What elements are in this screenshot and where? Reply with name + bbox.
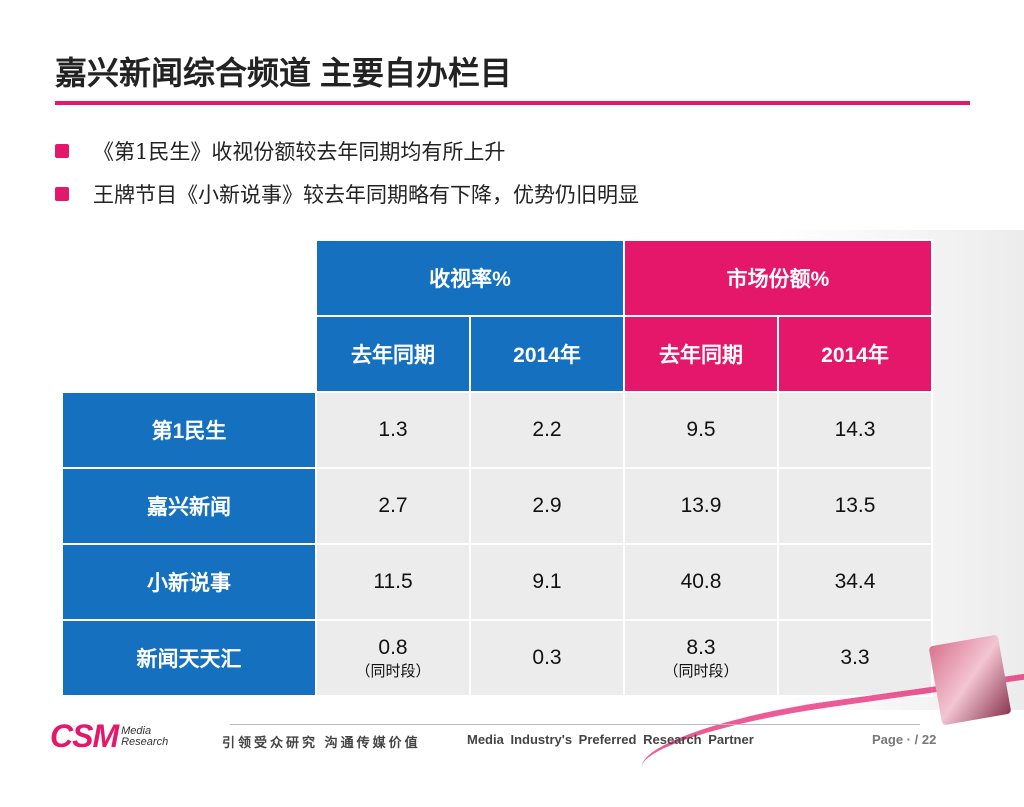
cell: 13.9 <box>623 467 779 545</box>
cell: 14.3 <box>777 391 933 469</box>
logo-sub1: Media <box>121 724 152 737</box>
cell: 2.9 <box>469 467 625 545</box>
row-label: 新闻天天汇 <box>61 619 317 697</box>
logo-text: CSM <box>50 718 119 754</box>
cell-value: 0.8 <box>378 635 408 659</box>
csm-logo: CSM Media Research <box>50 718 168 755</box>
footer-divider <box>230 724 920 725</box>
cell-note: （同时段） <box>663 662 739 680</box>
cell: 0.3 <box>469 619 625 697</box>
table-row: 第1民生 1.3 2.2 9.5 14.3 <box>61 391 933 469</box>
cell: 13.5 <box>777 467 933 545</box>
title-divider <box>55 101 970 105</box>
page-title: 嘉兴新闻综合频道 主要自办栏目 <box>55 55 512 91</box>
cell: 0.8 （同时段） <box>315 619 471 697</box>
cell: 11.5 <box>315 543 471 621</box>
cell: 34.4 <box>777 543 933 621</box>
sub-header-row: 去年同期 2014年 去年同期 2014年 <box>61 315 933 393</box>
cell: 8.3 （同时段） <box>623 619 779 697</box>
cell: 9.5 <box>623 391 779 469</box>
header-rating: 收视率% <box>315 239 625 317</box>
bullet-item: 《第1民生》收视份额较去年同期均有所上升 <box>55 136 505 166</box>
empty-cell <box>61 315 317 393</box>
bullet-icon <box>55 187 69 201</box>
cell: 3.3 <box>777 619 933 697</box>
page-number: Page · / 22 <box>872 732 937 747</box>
sub-header: 2014年 <box>469 315 625 393</box>
sub-header: 2014年 <box>777 315 933 393</box>
sub-header: 去年同期 <box>315 315 471 393</box>
cell-value: 8.3 <box>686 635 716 659</box>
table-row: 嘉兴新闻 2.7 2.9 13.9 13.5 <box>61 467 933 545</box>
table-row: 新闻天天汇 0.8 （同时段） 0.3 8.3 （同时段） 3.3 <box>61 619 933 697</box>
cell: 2.2 <box>469 391 625 469</box>
bullet-text: 《第1民生》收视份额较去年同期均有所上升 <box>93 140 506 164</box>
row-label: 第1民生 <box>61 391 317 469</box>
footer-slogan: 引领受众研究 沟通传媒价值 <box>222 735 421 750</box>
header-share: 市场份额% <box>623 239 933 317</box>
cell-note: （同时段） <box>355 662 431 680</box>
cell: 40.8 <box>623 543 779 621</box>
table-row: 小新说事 11.5 9.1 40.8 34.4 <box>61 543 933 621</box>
bullet-text: 王牌节目《小新说事》较去年同期略有下降，优势仍旧明显 <box>93 183 639 207</box>
logo-subtext: Media Research <box>121 724 169 748</box>
row-label: 小新说事 <box>61 543 317 621</box>
bullet-item: 王牌节目《小新说事》较去年同期略有下降，优势仍旧明显 <box>55 179 639 209</box>
empty-cell <box>61 239 317 317</box>
cell: 1.3 <box>315 391 471 469</box>
sub-header: 去年同期 <box>623 315 779 393</box>
ratings-table: 收视率% 市场份额% 去年同期 2014年 去年同期 2014年 第1民生 1.… <box>61 239 933 697</box>
group-header-row: 收视率% 市场份额% <box>61 239 933 317</box>
footer-tagline: Media Industry's Preferred Research Part… <box>467 732 754 747</box>
cell: 2.7 <box>315 467 471 545</box>
logo-sub2: Research <box>121 735 169 748</box>
row-label: 嘉兴新闻 <box>61 467 317 545</box>
cell: 9.1 <box>469 543 625 621</box>
decorative-cube-image <box>928 634 1012 726</box>
bullet-icon <box>55 144 69 158</box>
